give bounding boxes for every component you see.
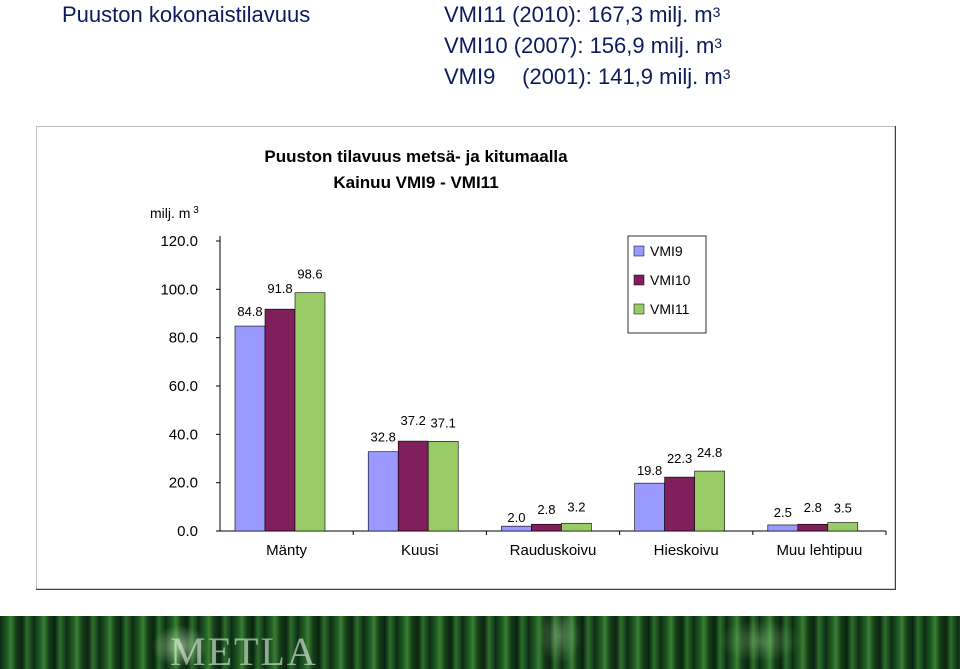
- x-tick-label: Hieskoivu: [654, 542, 719, 559]
- vmi9-period: (2001):: [522, 64, 592, 89]
- vmi9-line: VMI9 (2001): 141,9 milj. m3: [444, 64, 730, 90]
- bar-vmi9: [634, 482, 665, 532]
- vmi11-value: 167,3 milj. m: [587, 2, 713, 27]
- bar-vmi10: [531, 523, 562, 532]
- data-label: 37.2: [401, 413, 426, 428]
- vmi10-label: VMI10: [444, 33, 508, 58]
- vmi10-value: 156,9 milj. m: [589, 33, 715, 58]
- data-label: 84.8: [237, 304, 262, 319]
- bar-vmi10: [664, 476, 695, 532]
- vmi10-unit-exponent: 3: [714, 35, 723, 51]
- data-label: 32.8: [371, 430, 396, 445]
- vmi11-period: (2010):: [512, 2, 582, 27]
- bar-vmi10: [797, 523, 829, 532]
- x-tick-label: Muu lehtipuu: [776, 542, 862, 559]
- vmi9-label: VMI9: [444, 64, 496, 89]
- footer-banner: METLA: [0, 616, 960, 669]
- chart-container: Puuston tilavuus metsä- ja kitumaalla Kai…: [36, 126, 896, 590]
- data-label: 37.1: [431, 415, 456, 430]
- vmi10-line: VMI10 (2007): 156,9 milj. m3: [444, 33, 722, 59]
- data-label: 2.5: [774, 505, 792, 520]
- bar-vmi9: [367, 451, 399, 532]
- bar-vmi10: [397, 440, 429, 532]
- x-tick-label: Kuusi: [401, 542, 439, 559]
- bar-chart: Puuston tilavuus metsä- ja kitumaalla Kai…: [36, 126, 896, 590]
- y-tick-label: 0.0: [177, 523, 198, 540]
- data-label: 3.5: [834, 501, 852, 516]
- bar-vmi9: [234, 325, 266, 532]
- vmi10-period: (2007):: [513, 33, 584, 58]
- data-label: 2.8: [804, 500, 822, 515]
- y-axis-label: milj. m 3: [150, 205, 199, 221]
- x-tick-label: Rauduskoivu: [510, 542, 597, 559]
- bar-vmi11: [427, 441, 459, 532]
- metla-logo: METLA: [170, 629, 318, 669]
- data-label: 19.8: [637, 463, 662, 478]
- x-tick-label: Mänty: [266, 542, 307, 559]
- vmi11-label: VMI11: [444, 2, 506, 27]
- data-label: 2.0: [507, 510, 525, 525]
- bar-vmi10: [264, 308, 296, 532]
- legend-label-vmi9: VMI9: [650, 243, 683, 259]
- data-label: 98.6: [297, 267, 322, 282]
- legend-swatch-vmi10: [633, 274, 645, 286]
- y-tick-label: 40.0: [169, 426, 198, 443]
- bar-vmi11: [294, 292, 326, 532]
- vmi9-value: 141,9 milj. m: [597, 64, 723, 89]
- y-tick-label: 20.0: [169, 475, 198, 492]
- chart-subtitle: Kainuu VMI9 - VMI11: [333, 173, 498, 192]
- chart-title: Puuston tilavuus metsä- ja kitumaalla: [264, 147, 568, 166]
- bar-vmi9: [501, 525, 532, 532]
- data-label: 22.3: [667, 451, 692, 466]
- vmi11-line: VMI11 (2010): 167,3 milj. m3: [444, 2, 720, 28]
- y-tick-label: 120.0: [160, 233, 198, 250]
- data-label: 91.8: [267, 281, 292, 296]
- bar-vmi9: [767, 524, 799, 532]
- legend-label-vmi10: VMI10: [650, 272, 691, 288]
- page-title: Puuston kokonaistilavuus: [62, 2, 311, 27]
- chart-frame: [36, 126, 896, 590]
- legend-swatch-vmi11: [633, 303, 645, 315]
- vmi9-unit-exponent: 3: [722, 66, 731, 82]
- legend-label-vmi11: VMI11: [650, 301, 690, 317]
- bar-vmi11: [561, 522, 592, 532]
- legend-swatch-vmi9: [633, 245, 645, 257]
- data-label: 3.2: [567, 499, 585, 514]
- data-label: 2.8: [537, 502, 555, 517]
- y-tick-label: 100.0: [160, 281, 198, 298]
- data-label: 24.8: [697, 445, 722, 460]
- y-tick-label: 60.0: [169, 378, 198, 395]
- bar-vmi11: [694, 470, 725, 532]
- vmi11-unit-exponent: 3: [712, 4, 721, 20]
- bar-vmi11: [827, 522, 859, 532]
- y-tick-label: 80.0: [169, 330, 198, 347]
